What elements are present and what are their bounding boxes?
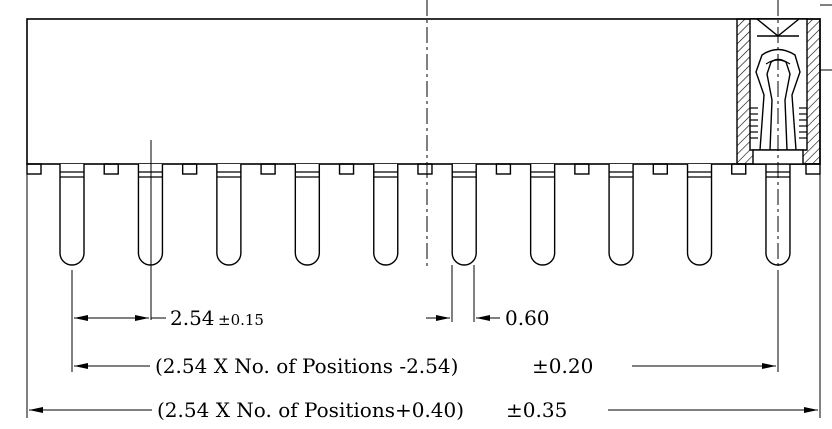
standoff-tab	[574, 163, 590, 175]
overall-length-dimension	[26, 164, 821, 418]
overall-length-value: (2.54 X No. of Positions+0.40)	[157, 398, 464, 422]
pitch-value: 2.54	[170, 306, 215, 330]
standoff-tab	[181, 163, 198, 175]
pin	[686, 164, 713, 266]
pin-span-tolerance: ±0.20	[532, 354, 593, 378]
pin-row	[59, 164, 791, 266]
standoff-tab	[495, 163, 512, 175]
pitch-dimension	[71, 140, 166, 321]
standoff-tab	[652, 163, 668, 175]
pin	[137, 164, 164, 266]
pin	[59, 164, 85, 266]
standoff-tab	[417, 163, 433, 175]
pin-span-dimension	[71, 270, 779, 372]
overall-length-tolerance: ±0.35	[506, 398, 567, 422]
pin-span-value: (2.54 X No. of Positions -2.54)	[155, 354, 458, 378]
standoff-tab	[103, 163, 119, 175]
pin	[294, 164, 321, 266]
pin-width-value: 0.60	[505, 306, 550, 330]
standoff-tab	[338, 163, 355, 175]
housing-body	[26, 18, 821, 165]
pin	[529, 164, 556, 266]
standoff-tab	[26, 163, 42, 175]
pin	[451, 164, 477, 266]
pin	[216, 164, 242, 266]
pitch-tolerance: ±0.15	[218, 311, 264, 329]
contact-cross-section	[736, 0, 832, 270]
pin	[608, 164, 634, 266]
standoff-tab	[731, 163, 747, 175]
standoff-tab	[260, 163, 276, 175]
standoff-tab	[805, 163, 821, 175]
pin	[373, 164, 399, 266]
pin-width-dimension	[426, 265, 500, 322]
